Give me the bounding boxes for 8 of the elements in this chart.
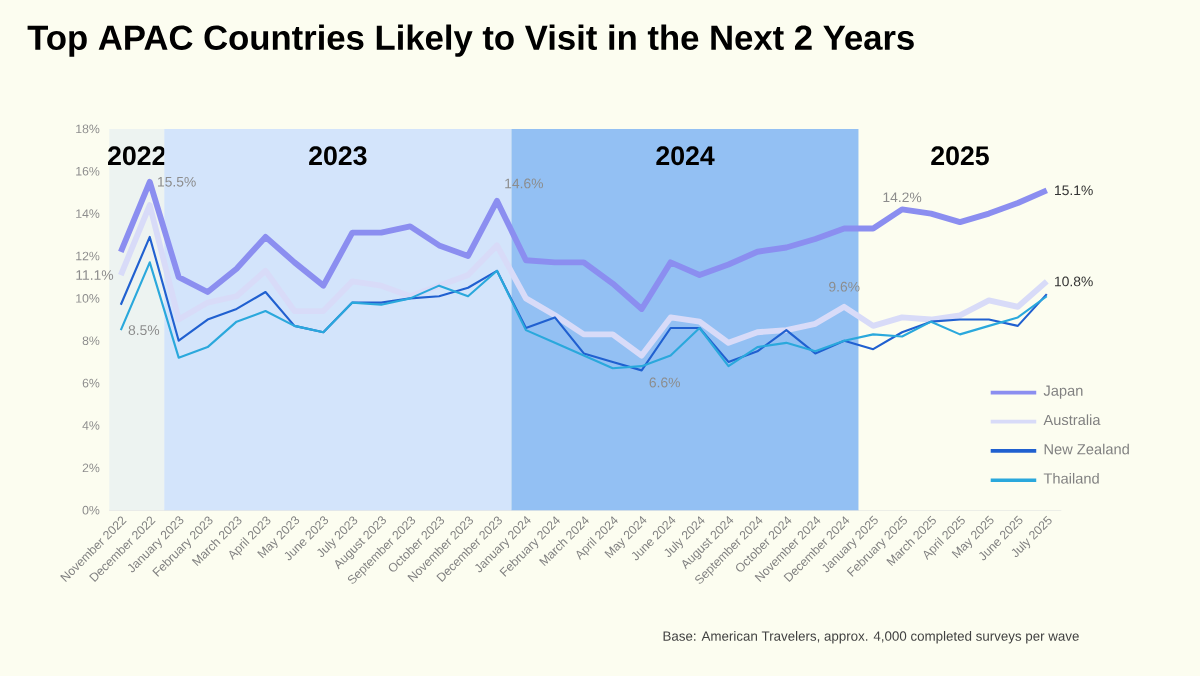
chart-title: Top APAC Countries Likely to Visit in the Next 2 Years [27, 24, 914, 57]
band-label: 2023 [309, 146, 367, 166]
line-series [119, 261, 1048, 370]
line-series [119, 235, 1048, 372]
line-series [117, 178, 1050, 312]
band-label: 2024 [656, 146, 715, 166]
band-label: 2022 [108, 146, 166, 166]
band-label: 2025 [931, 146, 989, 166]
